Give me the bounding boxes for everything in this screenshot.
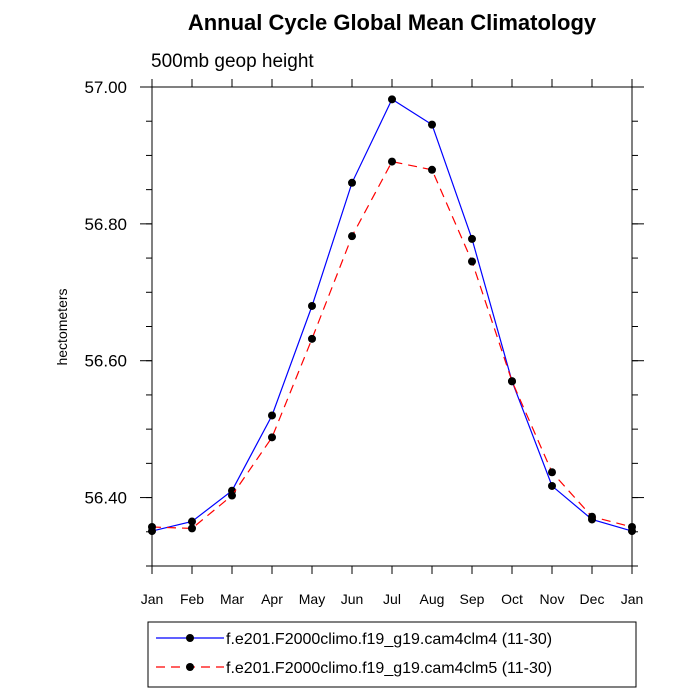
data-point xyxy=(628,522,636,531)
data-point xyxy=(588,512,596,521)
data-point xyxy=(428,120,436,129)
data-point xyxy=(468,257,476,266)
legend-marker xyxy=(186,634,194,642)
series-layer xyxy=(148,95,636,536)
chart-title: Annual Cycle Global Mean Climatology xyxy=(188,10,597,35)
data-point xyxy=(548,468,556,477)
series-line xyxy=(151,160,633,530)
data-point xyxy=(268,411,276,420)
data-point xyxy=(548,481,556,490)
data-point xyxy=(228,491,236,500)
axes: Jan Feb Mar Apr May Jun Jul Aug Sep Oct Nov Dec Jan 5… xyxy=(84,78,644,607)
series-1 xyxy=(148,95,636,536)
x-tick-label: Sep xyxy=(460,591,485,607)
data-point xyxy=(148,522,156,531)
series-2 xyxy=(148,157,636,533)
legend-marker xyxy=(186,663,194,671)
y-tick-label: 56.60 xyxy=(84,352,127,371)
data-point xyxy=(428,165,436,174)
x-tick-label: Oct xyxy=(501,591,523,607)
y-tick-label: 56.80 xyxy=(84,215,127,234)
x-tick-label: Dec xyxy=(580,591,605,607)
x-tick-label: Jan xyxy=(621,591,644,607)
x-tick-label: Mar xyxy=(220,591,244,607)
data-point xyxy=(188,524,196,533)
x-tick-label: Nov xyxy=(540,591,565,607)
data-point xyxy=(468,234,476,243)
chart-subtitle: 500mb geop height xyxy=(151,51,314,72)
data-point xyxy=(308,301,316,310)
data-point xyxy=(348,232,356,241)
x-tick-label: May xyxy=(299,591,325,607)
legend: f.e201.F2000climo.f19_g19.cam4clm4 (11-3… xyxy=(147,621,637,688)
x-tick-label: Jul xyxy=(383,591,401,607)
data-point xyxy=(348,178,356,187)
x-tick-label: Feb xyxy=(180,591,204,607)
data-point xyxy=(388,157,396,166)
legend-box xyxy=(147,621,637,688)
data-point xyxy=(308,334,316,343)
legend-label: f.e201.F2000climo.f19_g19.cam4clm5 (11-3… xyxy=(226,660,552,677)
x-tick-label: Aug xyxy=(420,591,445,607)
y-axis-label: hectometers xyxy=(54,288,70,365)
x-tick-label: Jun xyxy=(341,591,364,607)
legend-label: f.e201.F2000climo.f19_g19.cam4clm4 (11-3… xyxy=(226,631,552,648)
x-tick-label: Jan xyxy=(141,591,164,607)
data-point xyxy=(268,433,276,442)
y-tick-label: 57.00 xyxy=(84,78,127,97)
data-point xyxy=(188,517,196,526)
data-point xyxy=(388,95,396,104)
y-tick-label: 56.40 xyxy=(84,489,127,508)
data-point xyxy=(508,377,516,386)
x-tick-label: Apr xyxy=(261,591,283,607)
